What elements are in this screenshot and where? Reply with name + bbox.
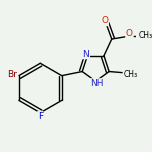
Text: F: F <box>38 112 43 121</box>
Text: NH: NH <box>90 79 103 88</box>
Text: CH₃: CH₃ <box>138 31 152 40</box>
Text: Br: Br <box>8 70 17 79</box>
Text: O: O <box>101 16 108 25</box>
Text: O: O <box>126 29 133 38</box>
Text: N: N <box>83 50 89 59</box>
Text: CH₃: CH₃ <box>123 70 137 79</box>
